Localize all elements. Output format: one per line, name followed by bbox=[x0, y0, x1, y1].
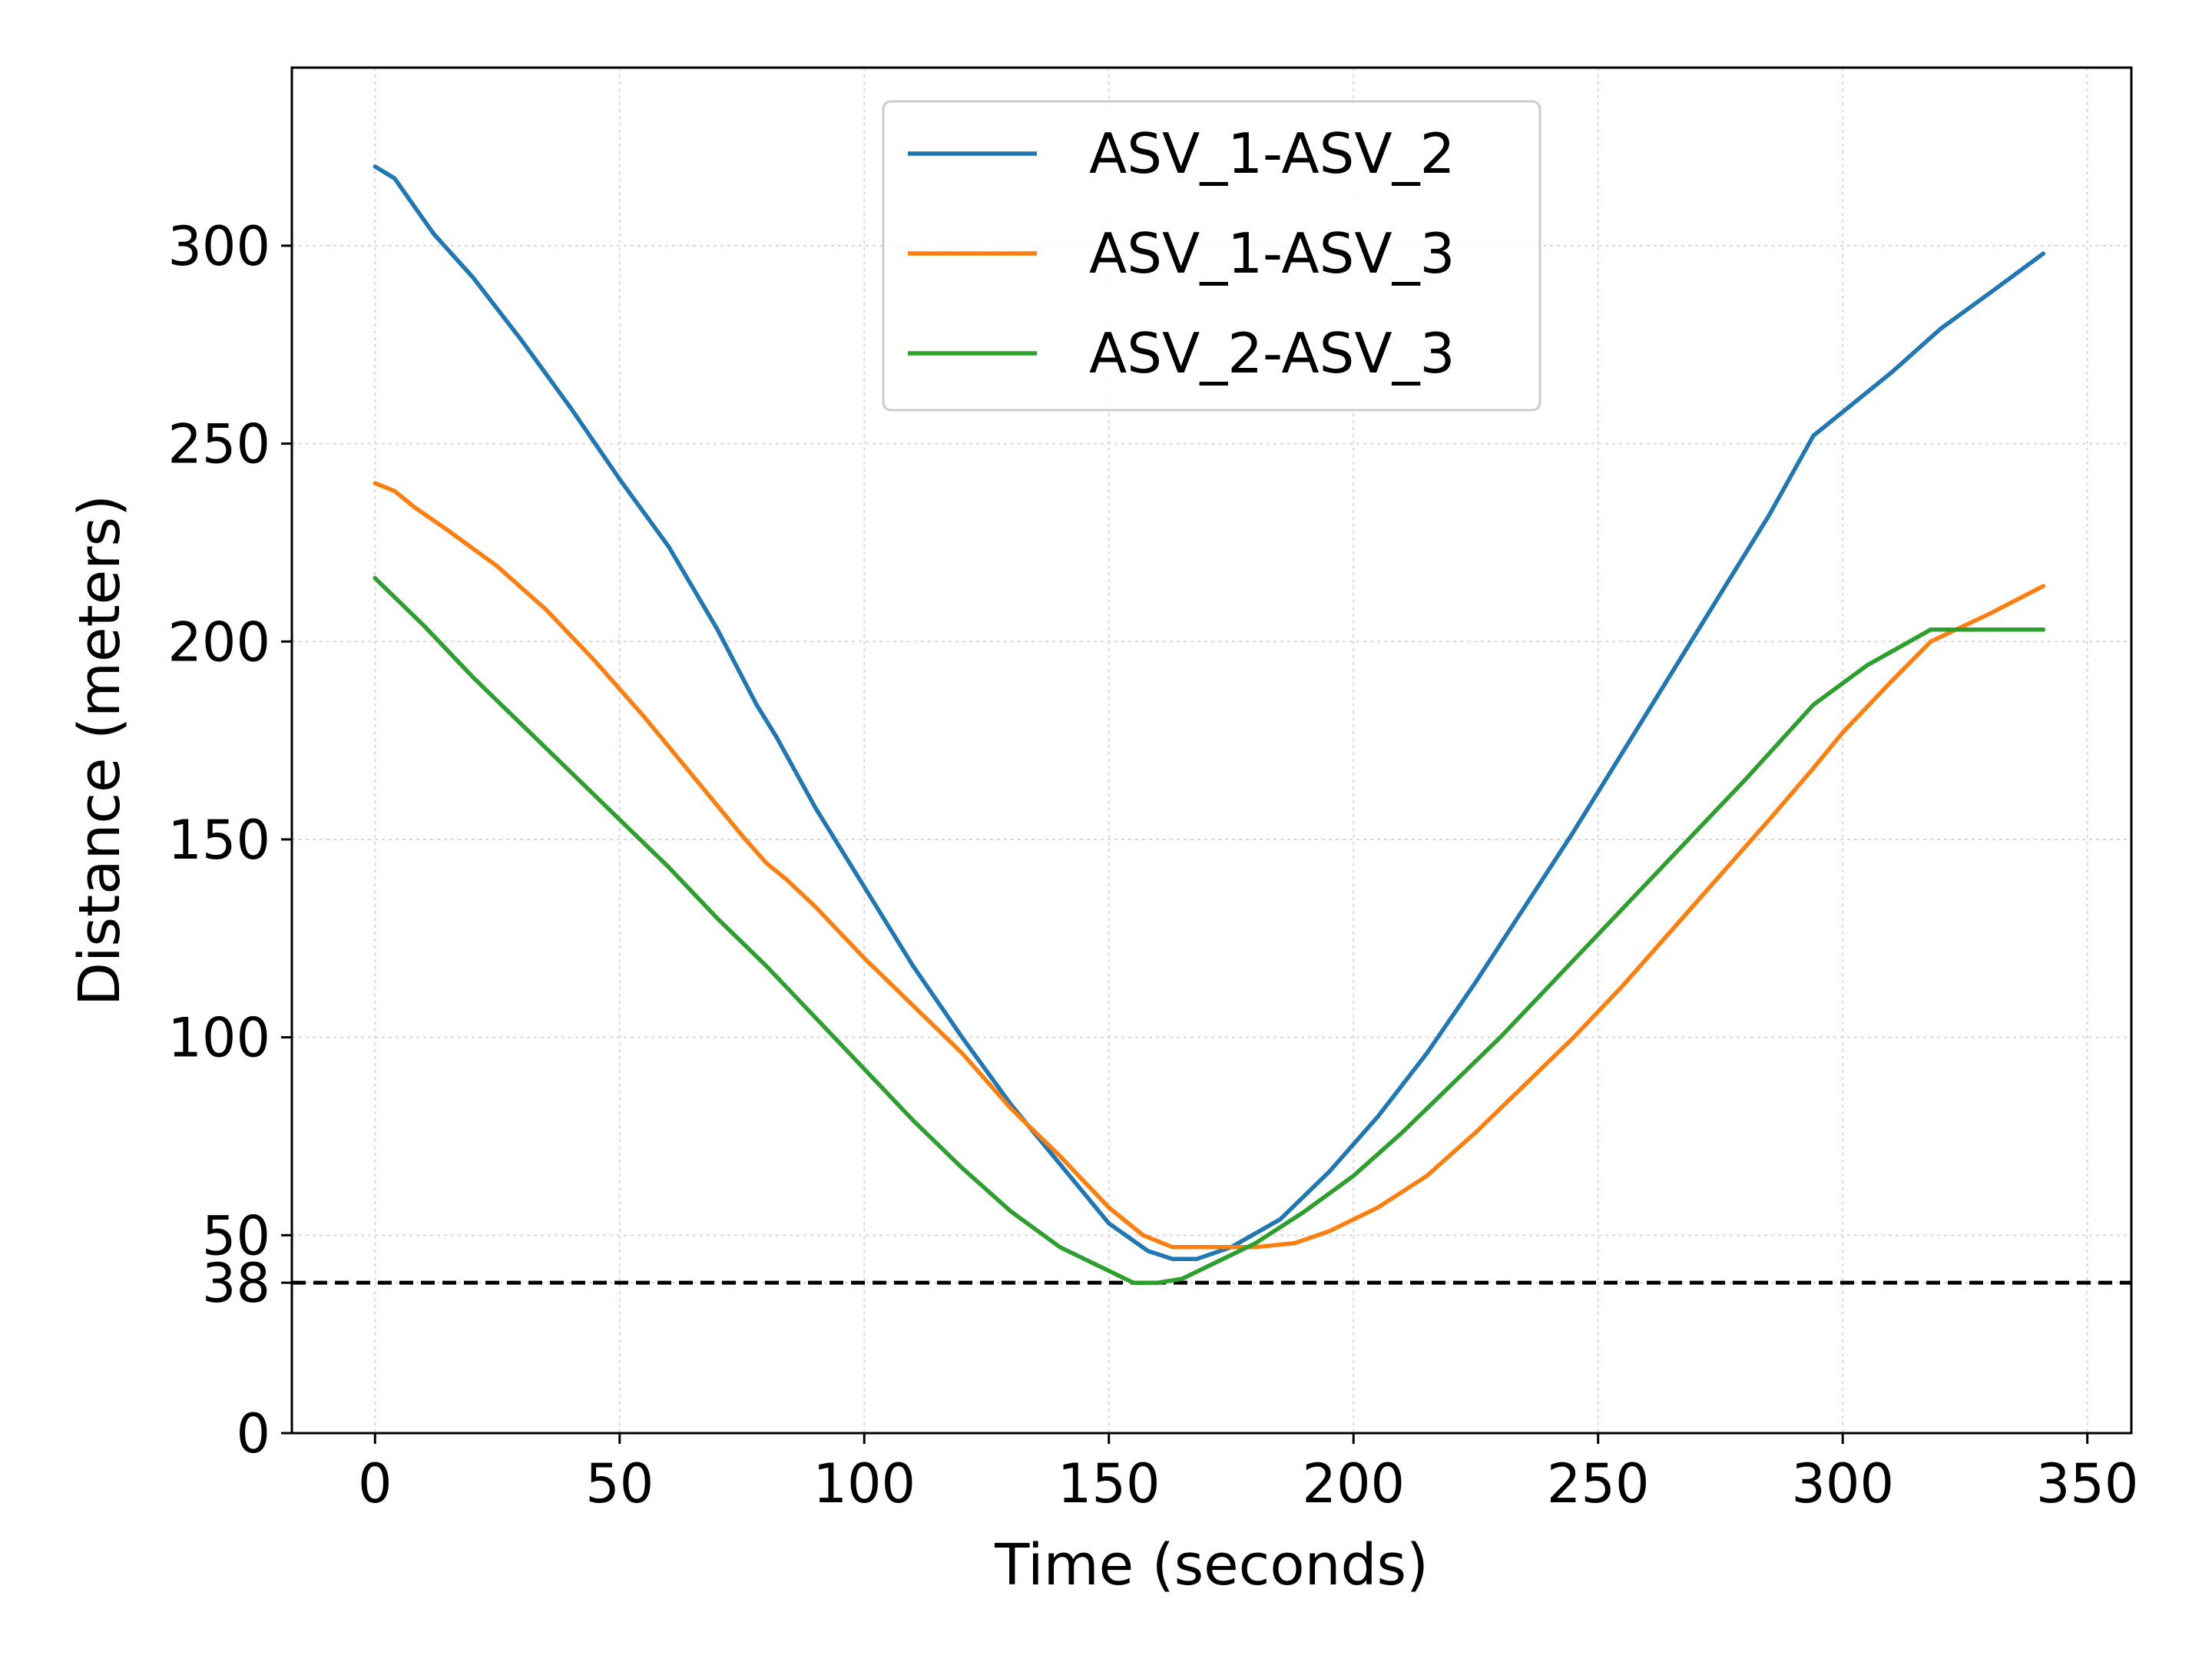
y-tick-label: 200 bbox=[167, 611, 270, 674]
legend-label: ASV_2-ASV_3 bbox=[1089, 321, 1455, 386]
y-tick-label: 38 bbox=[202, 1252, 270, 1315]
x-tick-label: 50 bbox=[585, 1452, 654, 1515]
y-axis-title: Distance (meters) bbox=[67, 495, 133, 1006]
x-tick-label: 100 bbox=[813, 1452, 916, 1515]
series-line-2 bbox=[373, 481, 2046, 1250]
plot-area-frame bbox=[290, 66, 2133, 1435]
legend: ASV_1-ASV_2 ASV_1-ASV_3 ASV_2-ASV_3 bbox=[882, 100, 1541, 412]
series-layer bbox=[373, 164, 2046, 1285]
y-tick-label: 100 bbox=[167, 1007, 270, 1070]
legend-box bbox=[882, 100, 1541, 412]
legend-label: ASV_1-ASV_3 bbox=[1089, 221, 1455, 286]
x-tick-label: 250 bbox=[1547, 1452, 1650, 1515]
y-tick-label: 150 bbox=[167, 809, 270, 872]
x-axis-title: Time (seconds) bbox=[994, 1532, 1429, 1598]
x-tick-label: 150 bbox=[1058, 1452, 1161, 1515]
y-tick-label: 300 bbox=[167, 215, 270, 278]
x-tick-label: 200 bbox=[1302, 1452, 1405, 1515]
x-tick-label: 300 bbox=[1791, 1452, 1894, 1515]
x-tick-label: 350 bbox=[2036, 1452, 2139, 1515]
series-line-1 bbox=[373, 164, 2046, 1261]
y-tick-label: 250 bbox=[167, 413, 270, 476]
y-tick-label: 0 bbox=[236, 1402, 270, 1465]
legend-label: ASV_1-ASV_2 bbox=[1089, 121, 1455, 186]
y-tick-label: 50 bbox=[202, 1204, 270, 1267]
x-tick-label: 0 bbox=[358, 1452, 392, 1515]
series-line-3 bbox=[373, 576, 2046, 1285]
ticks-layer: 0 50 100 150 200 250 300 3500385010015020025030… bbox=[167, 215, 2138, 1515]
